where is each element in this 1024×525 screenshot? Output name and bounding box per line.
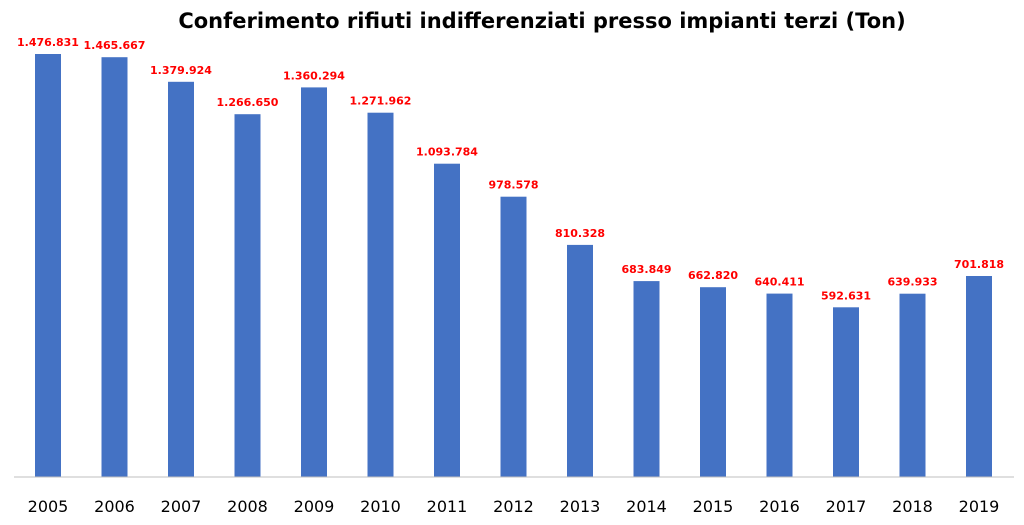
data-label-2015: 662.820	[688, 269, 738, 282]
data-label-2009: 1.360.294	[283, 69, 345, 82]
bar-2007	[168, 81, 194, 478]
x-tick-label-2018: 2018	[892, 497, 933, 516]
x-tick-label-2019: 2019	[959, 497, 1000, 516]
data-label-2016: 640.411	[754, 276, 804, 289]
bar-2018	[899, 293, 926, 477]
data-label-2013: 810.328	[555, 227, 605, 240]
data-label-2005: 1.476.831	[17, 36, 79, 49]
data-label-2010: 1.271.962	[350, 95, 412, 108]
bar-2005	[35, 54, 61, 477]
x-tick-label-2017: 2017	[826, 497, 867, 516]
data-label-2008: 1.266.650	[217, 96, 279, 109]
x-tick-label-2007: 2007	[161, 497, 202, 516]
bar-2011	[434, 163, 460, 477]
x-tick-label-2014: 2014	[626, 497, 667, 516]
data-label-2018: 639.933	[887, 276, 937, 289]
bar-2006	[101, 57, 128, 477]
x-tick-label-2009: 2009	[294, 497, 335, 516]
bar-2017	[833, 307, 859, 477]
bars-group	[35, 54, 992, 478]
data-label-2017: 592.631	[821, 289, 871, 302]
data-label-2012: 978.578	[488, 179, 538, 192]
bar-2014	[633, 281, 660, 477]
value-labels-group: 1.476.831 1.465.667 1.379.924 1.266.650 1.36…	[17, 36, 1004, 302]
data-label-2011: 1.093.784	[416, 146, 478, 159]
bar-2015	[700, 287, 726, 477]
x-tick-label-2006: 2006	[94, 497, 135, 516]
data-label-2007: 1.379.924	[150, 64, 212, 77]
x-tick-label-2011: 2011	[427, 497, 468, 516]
x-tick-label-2016: 2016	[759, 497, 800, 516]
x-tick-label-2005: 2005	[28, 497, 69, 516]
bar-2008	[234, 114, 261, 477]
bar-2016	[766, 293, 793, 477]
bar-2009	[301, 87, 327, 478]
chart-title: Conferimento rifiuti indifferenziati pre…	[178, 9, 905, 33]
bar-2013	[567, 244, 593, 477]
bar-2010	[367, 112, 394, 477]
x-tick-labels-group: 2005 2006 2007 2008 2009 2010 2011 2012 2013 2014…	[28, 497, 1000, 516]
data-label-2014: 683.849	[621, 263, 671, 276]
bar-2012	[500, 196, 527, 477]
x-tick-label-2012: 2012	[493, 497, 534, 516]
data-label-2006: 1.465.667	[84, 39, 146, 52]
x-tick-label-2015: 2015	[693, 497, 734, 516]
x-tick-label-2013: 2013	[560, 497, 601, 516]
x-tick-label-2010: 2010	[360, 497, 401, 516]
bar-2019	[966, 276, 992, 477]
x-tick-label-2008: 2008	[227, 497, 268, 516]
data-label-2019: 701.818	[954, 258, 1004, 271]
